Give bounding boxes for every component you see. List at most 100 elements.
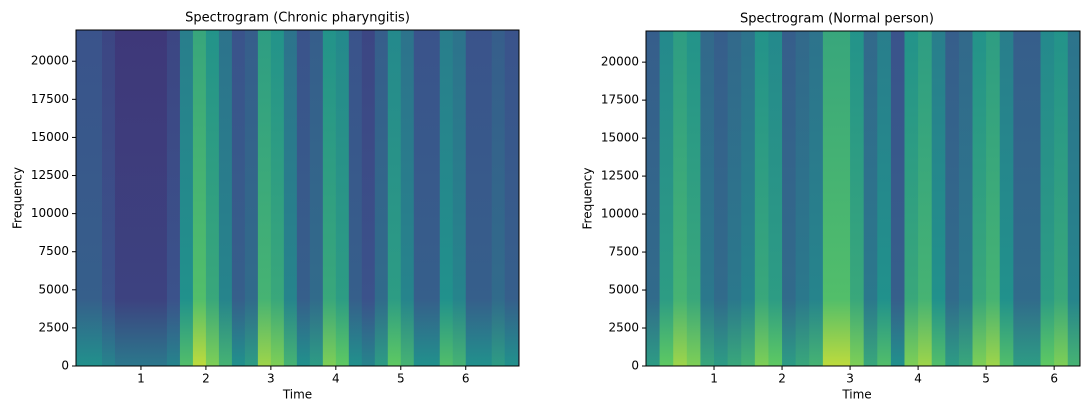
plot-frame [645, 30, 1081, 367]
x-tick-label: 1 [137, 372, 145, 386]
x-tick-label: 1 [710, 372, 718, 386]
spectrogram-column [296, 30, 311, 366]
y-tick-label: 2500 [608, 321, 639, 335]
spectrogram-column [877, 31, 892, 366]
spectrogram-column [795, 31, 810, 366]
x-tick-label: 4 [332, 372, 340, 386]
spectrogram-column [646, 31, 661, 366]
spectrogram-column [244, 30, 259, 366]
spectrogram-column [335, 30, 350, 366]
spectrogram-column [863, 31, 878, 366]
x-axis-label: Time [282, 388, 312, 402]
spectrogram-column [192, 30, 207, 366]
x-tick-label: 3 [267, 372, 275, 386]
y-tick-label: 10000 [601, 207, 639, 221]
spectrogram-column [686, 31, 701, 366]
spectrogram-column [1040, 31, 1055, 366]
y-axis-label: Frequency [11, 167, 25, 229]
spectrogram-column [850, 31, 865, 366]
y-tick-label: 12500 [31, 168, 69, 182]
spectrogram-column [478, 30, 493, 366]
spectrogram-column [741, 31, 756, 366]
x-tick-label: 5 [982, 372, 990, 386]
spectrogram-column [1013, 31, 1028, 366]
spectrogram-column [972, 31, 987, 366]
x-axis-label: Time [841, 388, 871, 402]
spectrogram-column [999, 31, 1014, 366]
y-tick-label: 2500 [38, 320, 69, 334]
spectrogram-column [904, 31, 919, 366]
spectrogram-column [400, 30, 415, 366]
spectrogram-column [322, 30, 337, 366]
spectrogram-column [673, 31, 688, 366]
spectrogram-column [76, 30, 90, 366]
spectrogram-column [945, 31, 960, 366]
x-tick-label: 6 [1050, 372, 1058, 386]
y-tick-label: 0 [631, 359, 639, 373]
spectrogram-column [836, 31, 851, 366]
spectrogram-column [1054, 31, 1069, 366]
spectrogram-column [465, 30, 480, 366]
spectrogram-column [140, 30, 155, 366]
spectrogram-column [1026, 31, 1042, 366]
spectrogram-column [782, 31, 797, 366]
spectrogram-column [270, 30, 285, 366]
spectrogram-column [700, 31, 715, 366]
spectrogram-column [361, 30, 376, 366]
spectrogram-column [387, 30, 402, 366]
y-tick-label: 0 [61, 359, 69, 373]
x-tick-label: 4 [914, 372, 922, 386]
spectrogram-column [101, 30, 116, 366]
spectrogram-column [257, 30, 272, 366]
spectrogram-column [931, 31, 946, 366]
spectrogram-column [426, 30, 441, 366]
spectrogram-column [958, 31, 974, 366]
y-tick-label: 20000 [31, 54, 69, 68]
y-tick-label: 17500 [601, 93, 639, 107]
y-tick-label: 7500 [608, 245, 639, 259]
spectrogram-column [166, 30, 181, 366]
spectrogram-column [283, 30, 298, 366]
y-tick-label: 7500 [38, 244, 69, 258]
spectrogram-column [374, 30, 389, 366]
y-tick-label: 15000 [31, 130, 69, 144]
spectrogram-column [153, 30, 168, 366]
spectrogram-column [452, 30, 467, 366]
spectrogram-column [439, 30, 454, 366]
x-tick-label: 5 [397, 372, 405, 386]
y-tick-label: 5000 [38, 282, 69, 296]
y-tick-label: 10000 [31, 206, 69, 220]
spectrogram-column [659, 31, 674, 366]
x-tick-label: 6 [462, 372, 470, 386]
spectrogram-column [231, 30, 246, 366]
spectrogram-column [918, 31, 933, 366]
spectrogram-column [504, 30, 519, 366]
y-tick-label: 17500 [31, 92, 69, 106]
spectrogram-column [309, 30, 324, 366]
y-tick-label: 15000 [601, 131, 639, 145]
spectrogram-column [413, 30, 428, 366]
spectrogram-column [822, 31, 837, 366]
spectrogram-column [890, 31, 905, 366]
spectrogram-column [205, 30, 220, 366]
y-tick-label: 20000 [601, 55, 639, 69]
spectrogram-column [179, 30, 194, 366]
y-axis-label: Frequency [581, 168, 595, 230]
spectrogram-column [114, 30, 129, 366]
spectrogram-column [768, 31, 783, 366]
x-tick-label: 2 [778, 372, 786, 386]
spectrogram-column [714, 31, 729, 366]
spectrogram-column [127, 30, 142, 366]
spectrogram-column [809, 31, 824, 366]
spectrogram-column [348, 30, 363, 366]
x-tick-label: 2 [202, 372, 210, 386]
spectrogram-column [986, 31, 1001, 366]
spectrogram-column [1067, 31, 1081, 366]
chart-title: Spectrogram (Normal person) [740, 12, 934, 27]
spectrogram-column [88, 30, 103, 366]
spectrogram-column [754, 31, 769, 366]
x-tick-label: 3 [846, 372, 854, 386]
spectrogram-column [218, 30, 233, 366]
